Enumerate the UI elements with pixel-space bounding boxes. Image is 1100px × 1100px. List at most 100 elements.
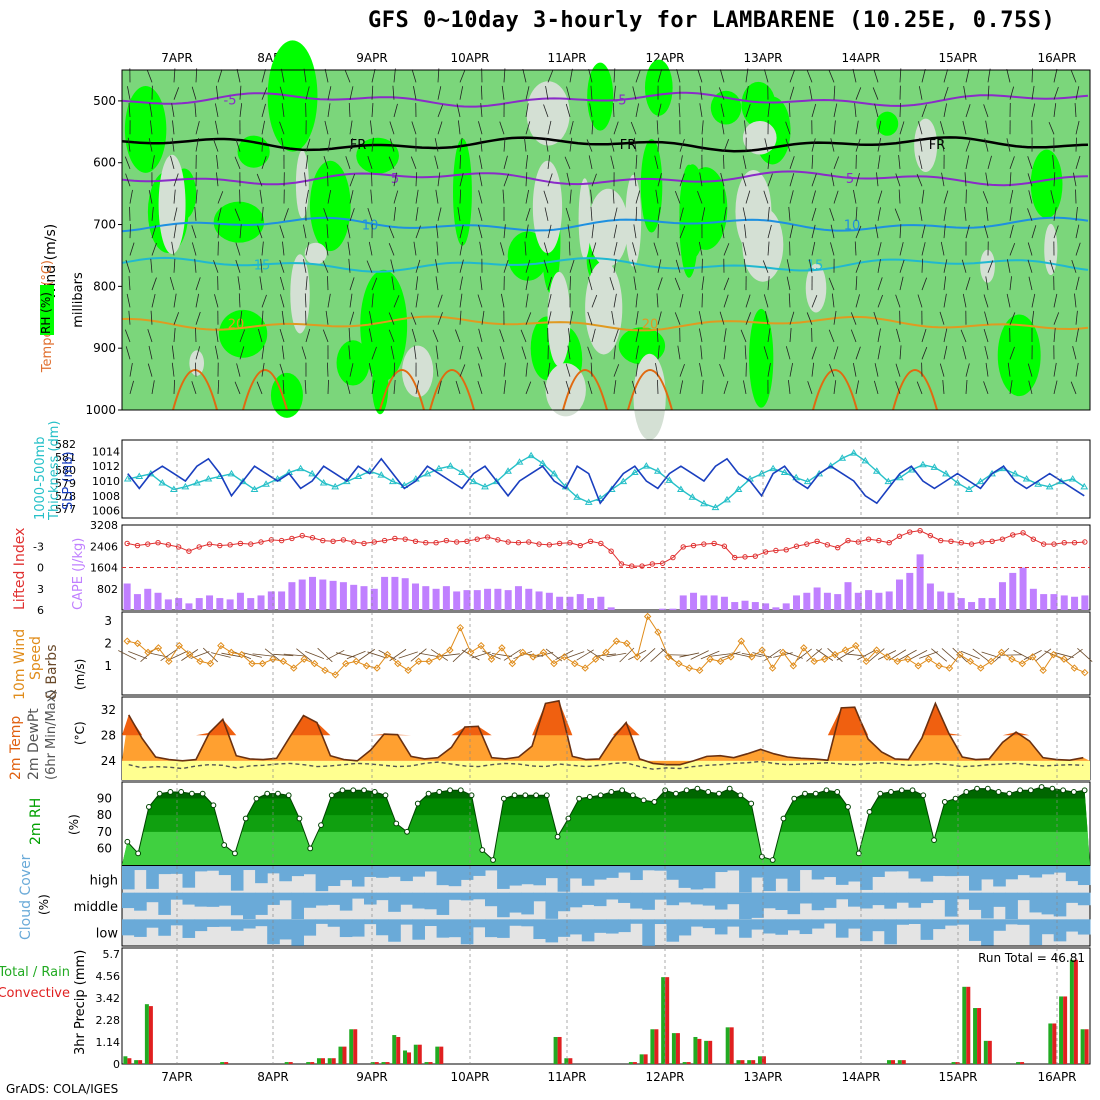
slp-tick: 1012 xyxy=(92,460,120,473)
thickness-marker xyxy=(262,480,270,487)
wind-barb xyxy=(830,242,835,256)
wind10-marker xyxy=(924,655,933,663)
lifted-index-marker xyxy=(762,549,769,555)
rh2m-marker xyxy=(1081,787,1088,794)
wind10-marker xyxy=(1081,668,1089,677)
wind-barb xyxy=(459,276,463,291)
lifted-index-marker xyxy=(196,544,202,550)
wind-barb xyxy=(148,138,153,152)
lifted-index-marker xyxy=(999,536,1006,542)
wind-barb xyxy=(612,102,615,118)
rh2m-marker xyxy=(941,799,948,805)
wind-barb xyxy=(525,155,529,169)
wind-barb xyxy=(235,242,241,256)
wind10-marker xyxy=(165,657,173,666)
wind10-marker xyxy=(196,657,204,666)
wind-barb xyxy=(413,345,417,360)
rh2m-marker xyxy=(673,790,679,797)
wind10-tick: 2 xyxy=(104,636,112,650)
wind-barb xyxy=(657,379,659,394)
thickness-marker xyxy=(665,476,674,483)
cloud-cell xyxy=(206,866,220,871)
wind-barb xyxy=(371,103,374,118)
date-label-bottom: 12APR xyxy=(645,1070,684,1084)
wind-barb xyxy=(304,379,307,394)
wind-barb xyxy=(701,207,706,221)
cape-bar xyxy=(453,591,461,610)
wind10-barb xyxy=(358,648,376,662)
cloud-cell xyxy=(823,866,837,878)
wind-barb xyxy=(719,363,725,377)
wind-barb xyxy=(1006,138,1011,152)
wind10-barb xyxy=(919,651,939,659)
rh-moist-patch xyxy=(275,79,295,105)
wind-barb xyxy=(899,121,905,135)
wind-barb xyxy=(349,173,356,187)
wind-barb xyxy=(125,173,131,187)
wind-barb xyxy=(895,381,901,395)
wind-barb xyxy=(261,120,265,135)
wind-barb xyxy=(965,379,968,394)
wind10-marker xyxy=(872,646,881,654)
rh2m-marker xyxy=(1038,784,1045,790)
wind10-marker xyxy=(487,655,496,663)
cloud-cell xyxy=(521,892,534,915)
wind-barb xyxy=(547,69,554,83)
rh2m-marker xyxy=(404,828,410,835)
rh-moist-patch xyxy=(587,62,614,131)
wind-barb xyxy=(916,381,923,395)
wind-barb xyxy=(480,137,483,152)
wind-barb xyxy=(213,260,219,273)
wind-barb xyxy=(437,86,442,100)
wind-barb xyxy=(281,137,285,152)
wind-barb xyxy=(151,277,157,291)
panel-label-cloud: Cloud Cover xyxy=(18,854,34,940)
wind10-barb xyxy=(783,651,803,659)
credit-text: GrADS: COLA/IGES xyxy=(6,1082,119,1096)
wind-barb xyxy=(789,224,794,239)
cape-bar xyxy=(762,603,770,610)
wind-barb xyxy=(635,293,638,308)
precip-total-bar xyxy=(671,1033,676,1064)
precip-convective-bar xyxy=(686,1062,691,1064)
panel-label-minmax: (6hr Min/Max) xyxy=(44,690,59,780)
wind-barb xyxy=(588,69,593,83)
wind-barb xyxy=(833,120,836,135)
rh-moist-patch xyxy=(997,314,1041,397)
wind-barb xyxy=(1031,85,1035,100)
cape-bar xyxy=(968,602,976,610)
wind-barb xyxy=(216,155,219,169)
wind-barb xyxy=(457,120,461,135)
cape-bar xyxy=(669,608,677,610)
wind10-barb xyxy=(710,653,731,657)
rh2m-marker xyxy=(371,789,378,795)
wind10-barb xyxy=(741,652,762,658)
wind10-barb xyxy=(931,648,948,662)
wind-barb xyxy=(261,241,264,256)
wind-barb xyxy=(191,86,197,100)
wind10-barb xyxy=(1013,649,1032,661)
precip-convective-bar xyxy=(729,1027,734,1064)
wind-barb xyxy=(1028,190,1033,204)
wind-barb xyxy=(679,207,684,221)
wind-barb xyxy=(349,363,354,377)
wind-barb xyxy=(503,259,509,273)
wind-barb xyxy=(982,191,989,204)
thickness-marker xyxy=(688,493,697,500)
wind-barb xyxy=(479,276,483,291)
wind10-barb xyxy=(1065,648,1083,662)
rh-dry-patch xyxy=(980,249,995,283)
wind10-marker xyxy=(414,657,423,666)
cloud-cell xyxy=(981,866,994,880)
precip-total-bar xyxy=(316,1058,321,1064)
rh2m-marker xyxy=(640,797,647,804)
rh2m-marker xyxy=(264,790,271,797)
rh-dry-patch xyxy=(290,254,310,334)
thickness-marker xyxy=(1080,482,1089,490)
wind-barb xyxy=(569,311,574,325)
cloud-cell xyxy=(1005,919,1018,925)
precip-convective-bar xyxy=(1073,959,1078,1064)
date-label-bottom: 13APR xyxy=(743,1070,782,1084)
cloud-cell xyxy=(981,892,994,919)
wind10-marker xyxy=(571,659,579,668)
